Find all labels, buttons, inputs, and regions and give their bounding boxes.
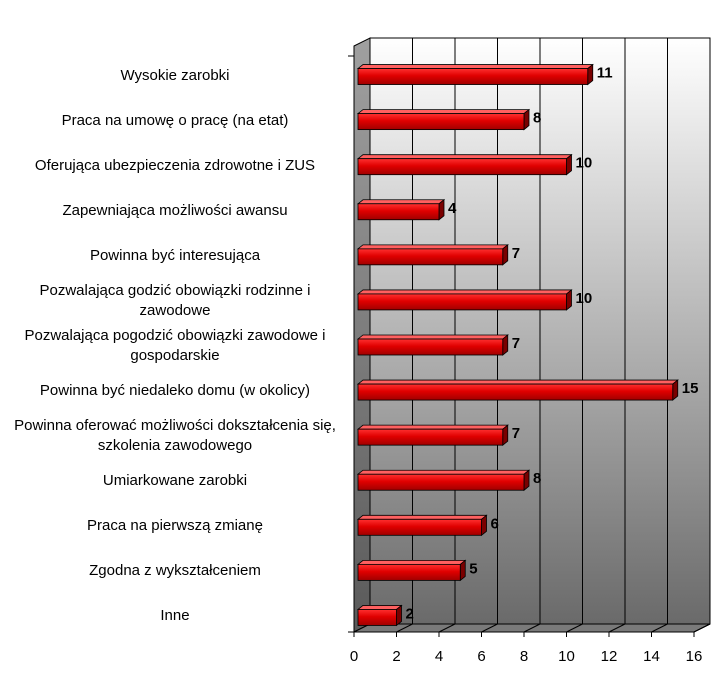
category-label: Wysokie zarobki xyxy=(120,66,230,84)
bar-value-label: 8 xyxy=(533,110,541,127)
category-label: Umiarkowane zarobki xyxy=(102,472,248,490)
bar-end xyxy=(481,514,487,537)
bar-end xyxy=(438,198,445,221)
floor-gridline xyxy=(481,623,498,633)
bar xyxy=(357,518,482,536)
bar xyxy=(357,293,567,311)
floor-gridline xyxy=(438,623,456,633)
bar-value-label: 10 xyxy=(576,290,593,307)
floor-gridline xyxy=(651,623,668,633)
floor-gridline xyxy=(693,623,711,633)
bar-value-label: 2 xyxy=(406,605,414,622)
bar-top xyxy=(356,109,531,115)
bar xyxy=(357,68,589,85)
category-label: Zgodna z wykształceniem xyxy=(89,562,261,580)
bar xyxy=(357,248,504,266)
bar xyxy=(357,158,567,176)
category-label: Inne xyxy=(160,607,190,625)
bar-top xyxy=(356,424,509,430)
bar-value-label: 15 xyxy=(682,380,699,397)
x-tick-label: 8 xyxy=(520,648,528,665)
bar-top xyxy=(356,514,488,520)
category-label: Powinna oferować możliwości dokształceni… xyxy=(14,417,336,455)
bar-value-label: 7 xyxy=(512,425,520,442)
category-label: Pozwalająca godzić obowiązki rodzinne i … xyxy=(39,281,311,319)
bar-top xyxy=(356,559,467,565)
category-label: Zapewniająca możliwości awansu xyxy=(62,201,288,219)
bar-end xyxy=(566,289,572,311)
bar-top xyxy=(356,64,594,69)
bar-value-label: 4 xyxy=(448,200,457,217)
bar-end xyxy=(502,334,509,356)
floor-gridline xyxy=(523,623,541,633)
bar-value-label: 10 xyxy=(576,155,593,172)
floor-gridline xyxy=(608,623,626,633)
bar-value-label: 5 xyxy=(469,560,477,577)
bar xyxy=(357,563,461,581)
x-tick-label: 10 xyxy=(558,648,575,665)
bar-end xyxy=(523,108,530,131)
bar xyxy=(357,428,504,446)
bar xyxy=(357,609,397,626)
x-tick-label: 0 xyxy=(350,648,358,665)
category-label: Pozwalająca pogodzić obowiązki zawodowe … xyxy=(24,327,326,364)
floor-gridline xyxy=(566,623,583,633)
bar-end xyxy=(566,153,572,176)
bar-top xyxy=(356,199,446,205)
bar-top xyxy=(356,289,573,295)
bar xyxy=(357,338,504,356)
bar-top xyxy=(356,154,573,160)
bar xyxy=(357,383,674,401)
bar-value-label: 6 xyxy=(491,515,499,532)
x-tick-label: 12 xyxy=(601,648,618,665)
bar-end xyxy=(523,469,530,492)
bar-end xyxy=(587,63,594,86)
bar xyxy=(357,203,440,221)
x-tick-label: 6 xyxy=(477,648,485,665)
bar-end xyxy=(672,379,679,401)
bar-end xyxy=(502,424,509,446)
bar-end xyxy=(459,559,466,582)
bar-top xyxy=(356,469,531,475)
bar xyxy=(357,473,525,491)
bar-top xyxy=(356,334,509,340)
bar-end xyxy=(396,604,402,627)
bar-value-label: 7 xyxy=(512,335,520,352)
category-label: Praca na umowę o pracę (na etat) xyxy=(61,111,289,129)
x-tick-label: 16 xyxy=(686,648,703,665)
bar-value-label: 8 xyxy=(533,470,541,487)
category-label: Powinna być interesująca xyxy=(89,246,261,264)
bar-top xyxy=(356,605,403,610)
bar-top xyxy=(356,244,509,250)
bar-top xyxy=(356,379,679,385)
x-tick-label: 4 xyxy=(435,648,443,665)
bar xyxy=(357,113,525,131)
category-label: Praca na pierwszą zmianę xyxy=(87,517,263,535)
x-tick-label: 14 xyxy=(643,648,660,665)
category-label: Powinna być niedaleko domu (w okolicy) xyxy=(39,382,311,400)
bar-value-label: 11 xyxy=(597,65,613,82)
bar-value-label: 7 xyxy=(512,245,520,262)
bar-end xyxy=(502,244,509,266)
floor-gridline xyxy=(396,623,413,633)
category-label: Oferująca ubezpieczenia zdrowotne i ZUS xyxy=(34,156,316,174)
x-tick-label: 2 xyxy=(392,648,400,665)
